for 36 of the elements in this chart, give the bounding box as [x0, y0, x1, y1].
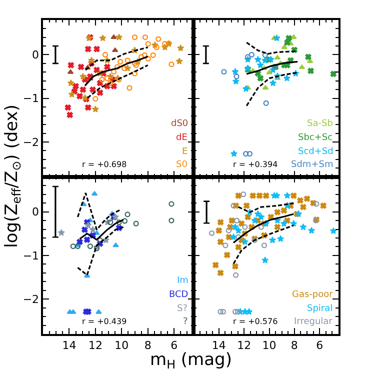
y-tick-label: 0: [32, 48, 40, 62]
x-tick-label: 10: [114, 338, 129, 352]
x-tick-label: 8: [144, 338, 152, 352]
text: S?: [177, 304, 188, 314]
text: dE: [176, 133, 188, 143]
text: Gas-poor: [292, 290, 334, 300]
x-tick-label: 10: [262, 338, 276, 352]
y-tick-label: −2: [22, 292, 40, 306]
x-tick-label: 12: [88, 338, 102, 352]
text: Im: [177, 276, 188, 286]
text: Irregular: [294, 317, 333, 327]
y-tick-label: −2: [22, 136, 40, 149]
text: dS0: [171, 119, 188, 129]
annotation: r = +0.576: [233, 317, 278, 326]
text: BCD: [169, 290, 188, 300]
text: Sa-Sb: [307, 119, 334, 129]
text: Sdm+Sm: [291, 160, 334, 170]
annotation: r = +0.394: [233, 160, 278, 169]
text: ?: [183, 317, 188, 327]
annotation: r = +0.698: [82, 160, 127, 169]
annotation: r = +0.439: [82, 317, 127, 326]
y-tick-label: −1: [22, 249, 40, 262]
y-tick-label: 0: [32, 206, 40, 219]
text: Spiral: [307, 304, 333, 314]
x-tick-label: 12: [237, 338, 252, 352]
x-tick-label: 14: [212, 338, 226, 352]
text: S0: [176, 160, 188, 170]
text: Scd+Sd: [298, 147, 334, 157]
text: Sbc+Sc: [298, 133, 333, 143]
x-tick-label: 14: [62, 338, 76, 352]
x-tick-label: 6: [170, 338, 178, 352]
x-tick-label: 6: [316, 338, 324, 352]
text: E: [182, 147, 188, 157]
x-axis-title: m$_{H}$ (mag): [150, 350, 232, 372]
y-tick-label: −1: [22, 92, 40, 106]
x-tick-label: 8: [290, 338, 298, 352]
